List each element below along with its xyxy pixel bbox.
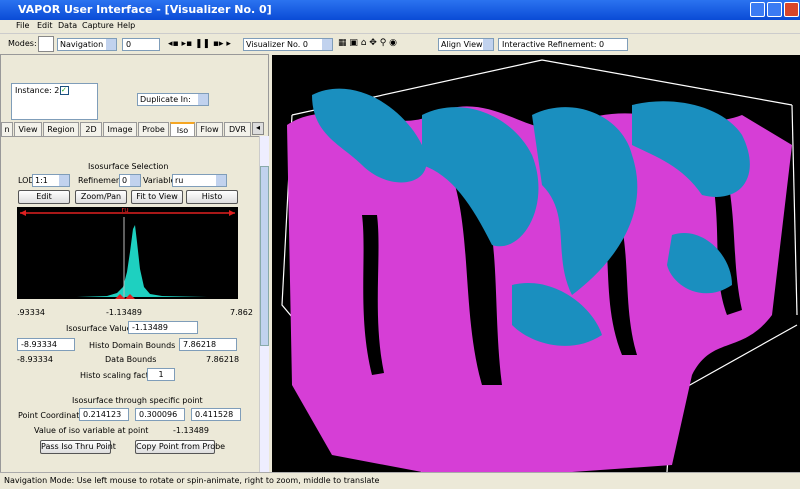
left-panel: n View Region 2D Image Probe Iso Flow DV… xyxy=(0,54,269,472)
toolbar: Modes: Navigation 0 ◂▪ ▸▪ ❚❚ ▪▸ ▸ Visual… xyxy=(0,33,800,53)
menu-item[interactable]: Capture xyxy=(82,21,114,30)
point-label: Point Coordinates xyxy=(18,411,89,420)
lod-label: LOD xyxy=(18,176,35,185)
menu-item[interactable]: Edit xyxy=(37,21,53,30)
histo-max-field[interactable]: 7.86218 xyxy=(179,338,237,351)
fit-to-view-button[interactable]: Fit to View xyxy=(131,190,183,204)
close[interactable] xyxy=(784,2,799,17)
instance-label: Instance: 2 xyxy=(15,86,60,95)
tab-selected[interactable]: Iso xyxy=(170,122,195,136)
scaling-field[interactable]: 1 xyxy=(147,368,175,381)
tab[interactable]: View xyxy=(14,122,42,136)
copy-point-button[interactable]: Copy Point from Probe xyxy=(135,440,225,454)
instance-list[interactable]: Instance: 2 ✓ xyxy=(11,83,98,120)
histo-axis-min: .93334 xyxy=(17,308,45,317)
align-view-select[interactable]: Align View xyxy=(438,38,494,51)
playback-controls[interactable]: ◂▪ ▸▪ ❚❚ ▪▸ ▸ xyxy=(168,39,231,49)
data-bounds-label: Data Bounds xyxy=(105,355,157,364)
tab[interactable]: n xyxy=(1,122,13,136)
tab-scroll[interactable]: ◂ xyxy=(252,122,264,135)
histo-label: ru xyxy=(121,207,128,214)
status-text: Navigation Mode: Use left mouse to rotat… xyxy=(4,476,380,485)
data-min: -8.93334 xyxy=(17,355,53,364)
point-z-field[interactable]: 0.411528 xyxy=(191,408,241,421)
iso-value-label: Isosurface Value xyxy=(66,324,132,333)
menu-item[interactable]: Help xyxy=(117,21,136,30)
tab[interactable]: Probe xyxy=(138,122,169,136)
point-heading: Isosurface through specific point xyxy=(72,396,203,405)
refinement-spinner[interactable]: Interactive Refinement: 0 xyxy=(498,38,628,51)
histogram[interactable]: ru xyxy=(17,207,238,299)
histogram-curve xyxy=(77,225,207,297)
histo-min-field[interactable]: -8.93334 xyxy=(17,338,75,351)
cyan-isosurface xyxy=(312,88,750,346)
frame-field[interactable]: 0 xyxy=(122,38,160,51)
duplicate-select[interactable]: Duplicate In: xyxy=(137,93,209,106)
histo-button[interactable]: Histo xyxy=(186,190,238,204)
histo-bounds-label: Histo Domain Bounds xyxy=(89,341,176,350)
minimize[interactable] xyxy=(750,2,765,17)
histo-axis-iso: -1.13489 xyxy=(106,308,142,317)
modes-label: Modes: xyxy=(8,39,37,48)
title-bar: VAPOR User Interface - [Visualizer No. 0… xyxy=(0,0,800,20)
mode-icon[interactable] xyxy=(38,36,54,52)
iso-handles xyxy=(115,294,135,299)
instance-checkbox[interactable]: ✓ xyxy=(60,86,69,95)
histo-axis-max: 7.862 xyxy=(230,308,253,317)
point-y-field[interactable]: 0.300096 xyxy=(135,408,185,421)
maximize[interactable] xyxy=(767,2,782,17)
tab[interactable]: Image xyxy=(103,122,137,136)
status-bar: Navigation Mode: Use left mouse to rotat… xyxy=(0,472,800,489)
scroll-thumb[interactable] xyxy=(260,166,269,346)
value-at-point-label: Value of iso variable at point xyxy=(34,426,149,435)
menu-item[interactable]: Data xyxy=(58,21,78,30)
section-heading: Isosurface Selection xyxy=(88,162,169,171)
tab[interactable]: DVR xyxy=(224,122,251,136)
value-at-point: -1.13489 xyxy=(173,426,209,435)
point-x-field[interactable]: 0.214123 xyxy=(79,408,129,421)
variable-label: Variable xyxy=(143,176,176,185)
tab[interactable]: Region xyxy=(43,122,79,136)
3d-view[interactable] xyxy=(272,55,800,472)
mode-select[interactable]: Navigation xyxy=(57,38,117,51)
menu-item[interactable]: File xyxy=(16,21,30,30)
variable-select[interactable]: ru xyxy=(172,174,227,187)
tab[interactable]: Flow xyxy=(196,122,223,136)
edit-button[interactable]: Edit xyxy=(18,190,70,204)
visualizer-select[interactable]: Visualizer No. 0 xyxy=(243,38,333,51)
data-max: 7.86218 xyxy=(206,355,240,364)
refinement-label: Refinement xyxy=(78,176,125,185)
zoom-pan-button[interactable]: Zoom/Pan xyxy=(75,190,127,204)
menu-bar: File Edit Data Capture Help xyxy=(0,20,800,33)
window-title: VAPOR User Interface - [Visualizer No. 0… xyxy=(18,3,272,16)
tab[interactable]: 2D xyxy=(80,122,102,136)
scrollbar[interactable] xyxy=(259,136,269,472)
pass-iso-button[interactable]: Pass Iso Thru Point xyxy=(40,440,116,454)
refinement-select[interactable]: 0 xyxy=(119,174,141,187)
scaling-label: Histo scaling factor xyxy=(80,371,158,380)
view-tools[interactable]: ▦ ▣ ⌂ ✥ ⚲ ◉ xyxy=(338,38,398,48)
lod-select[interactable]: 1:1 xyxy=(32,174,70,187)
iso-value-field[interactable]: -1.13489 xyxy=(128,321,198,334)
